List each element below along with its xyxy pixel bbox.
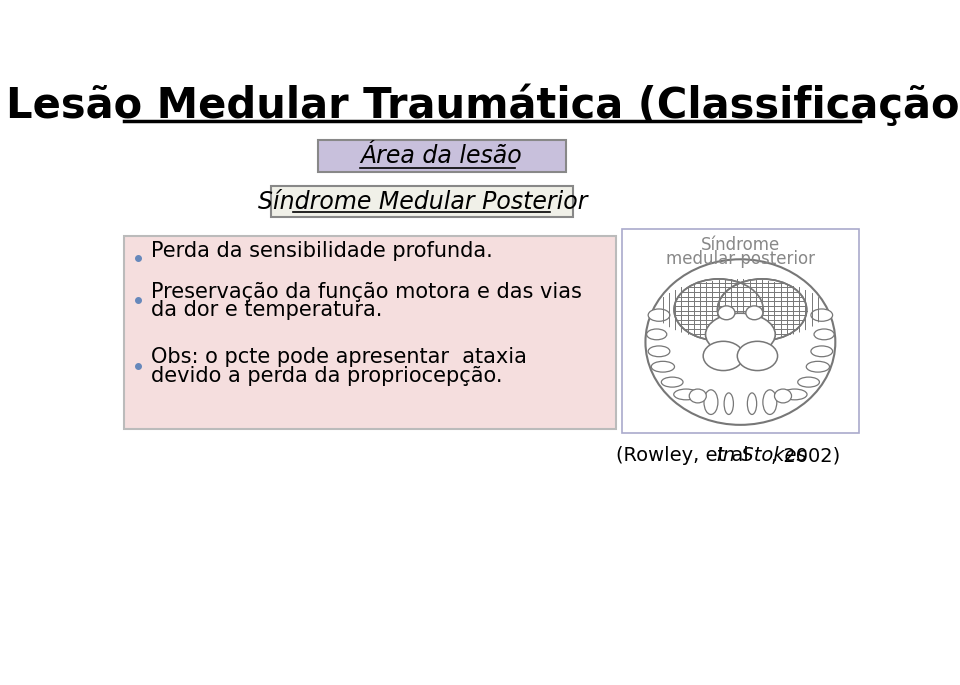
Text: da dor e temperatura.: da dor e temperatura. — [151, 300, 382, 320]
Text: Lesão Medular Traumática (Classificação): Lesão Medular Traumática (Classificação) — [6, 84, 960, 127]
Ellipse shape — [811, 346, 832, 357]
Ellipse shape — [746, 306, 763, 320]
FancyBboxPatch shape — [124, 236, 616, 429]
FancyBboxPatch shape — [318, 140, 565, 173]
Text: Perda da sensibilidade profunda.: Perda da sensibilidade profunda. — [151, 241, 492, 261]
Ellipse shape — [651, 361, 675, 372]
Text: In Stokes: In Stokes — [717, 446, 806, 465]
FancyBboxPatch shape — [622, 229, 858, 432]
Ellipse shape — [718, 306, 735, 320]
Text: , 2002): , 2002) — [771, 446, 840, 465]
Text: medular posterior: medular posterior — [666, 250, 815, 269]
Ellipse shape — [763, 390, 777, 414]
Text: Obs: o pcte pode apresentar  ataxia: Obs: o pcte pode apresentar ataxia — [151, 347, 527, 367]
Ellipse shape — [645, 260, 835, 425]
Ellipse shape — [661, 377, 683, 387]
Ellipse shape — [814, 329, 834, 340]
Ellipse shape — [737, 341, 778, 371]
Ellipse shape — [717, 279, 806, 340]
Ellipse shape — [811, 309, 832, 321]
Ellipse shape — [724, 393, 733, 414]
Ellipse shape — [674, 279, 763, 340]
Ellipse shape — [704, 390, 718, 414]
Ellipse shape — [648, 309, 670, 321]
Text: devido a perda da propriocepção.: devido a perda da propriocepção. — [151, 366, 502, 386]
Ellipse shape — [703, 341, 743, 371]
FancyBboxPatch shape — [271, 186, 573, 217]
Ellipse shape — [798, 377, 820, 387]
Text: Área da lesão: Área da lesão — [361, 144, 522, 168]
Ellipse shape — [782, 389, 807, 400]
Ellipse shape — [748, 393, 756, 414]
Text: (Rowley, et al: (Rowley, et al — [616, 446, 755, 465]
Ellipse shape — [647, 329, 667, 340]
Text: Síndrome Medular Posterior: Síndrome Medular Posterior — [257, 190, 587, 214]
Text: Síndrome: Síndrome — [701, 236, 780, 254]
Ellipse shape — [674, 389, 699, 400]
Ellipse shape — [775, 389, 792, 403]
Text: Preservação da função motora e das vias: Preservação da função motora e das vias — [151, 282, 582, 301]
Ellipse shape — [689, 389, 707, 403]
Ellipse shape — [706, 313, 776, 356]
Ellipse shape — [806, 361, 829, 372]
Ellipse shape — [648, 346, 670, 357]
